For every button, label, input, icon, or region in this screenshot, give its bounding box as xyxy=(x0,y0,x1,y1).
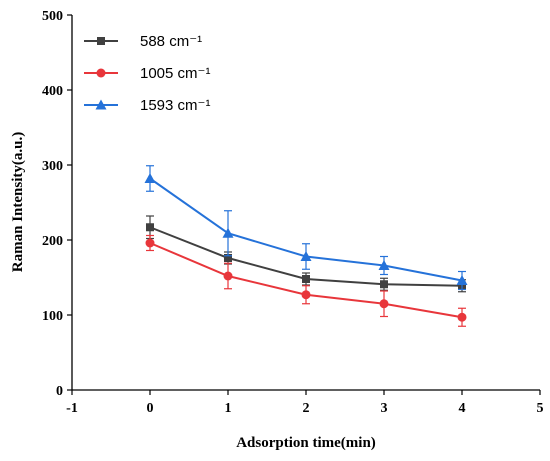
series-3 xyxy=(144,165,468,291)
legend-marker xyxy=(95,99,107,110)
y-tick-label: 300 xyxy=(42,159,63,174)
data-point xyxy=(224,254,232,262)
y-tick-label: 400 xyxy=(42,84,63,99)
x-tick-label: 4 xyxy=(459,401,466,416)
legend-marker xyxy=(96,68,106,78)
data-point xyxy=(456,275,468,285)
legend-marker xyxy=(97,37,105,45)
data-point xyxy=(379,299,389,309)
x-tick-label: 2 xyxy=(303,401,310,416)
x-axis-title: Adsorption time(min) xyxy=(236,435,376,451)
x-tick-label: 3 xyxy=(381,401,388,416)
y-axis-title: Raman Intensity(a.u.) xyxy=(10,132,26,272)
y-ticks: 0 100 200 300 400 500 xyxy=(42,9,72,399)
x-ticks: -1 0 1 2 3 4 5 xyxy=(66,390,544,416)
legend-label: 1593 cm⁻¹ xyxy=(140,97,210,114)
data-point xyxy=(223,271,233,281)
data-point xyxy=(301,290,311,300)
y-tick-label: 500 xyxy=(42,9,63,24)
y-tick-label: 200 xyxy=(42,234,63,249)
data-point xyxy=(146,223,154,232)
data-point xyxy=(222,227,234,238)
data-point xyxy=(145,238,155,248)
data-point xyxy=(302,275,310,283)
data-point xyxy=(457,312,467,322)
legend: 588 cm⁻¹ 1005 cm⁻¹ 1593 cm⁻¹ xyxy=(84,33,210,114)
legend-label: 1005 cm⁻¹ xyxy=(140,65,210,82)
x-tick-label: -1 xyxy=(66,401,78,416)
x-tick-label: 1 xyxy=(225,401,232,416)
series-layer xyxy=(144,165,468,327)
data-point xyxy=(378,260,390,270)
y-tick-label: 0 xyxy=(56,384,63,399)
data-point xyxy=(144,173,156,183)
data-point xyxy=(380,280,388,289)
series-2 xyxy=(145,234,467,327)
y-tick-label: 100 xyxy=(42,309,63,324)
legend-label: 588 cm⁻¹ xyxy=(140,33,202,50)
data-point xyxy=(300,251,312,261)
x-tick-label: 0 xyxy=(147,401,154,416)
x-tick-label: 5 xyxy=(537,401,544,416)
